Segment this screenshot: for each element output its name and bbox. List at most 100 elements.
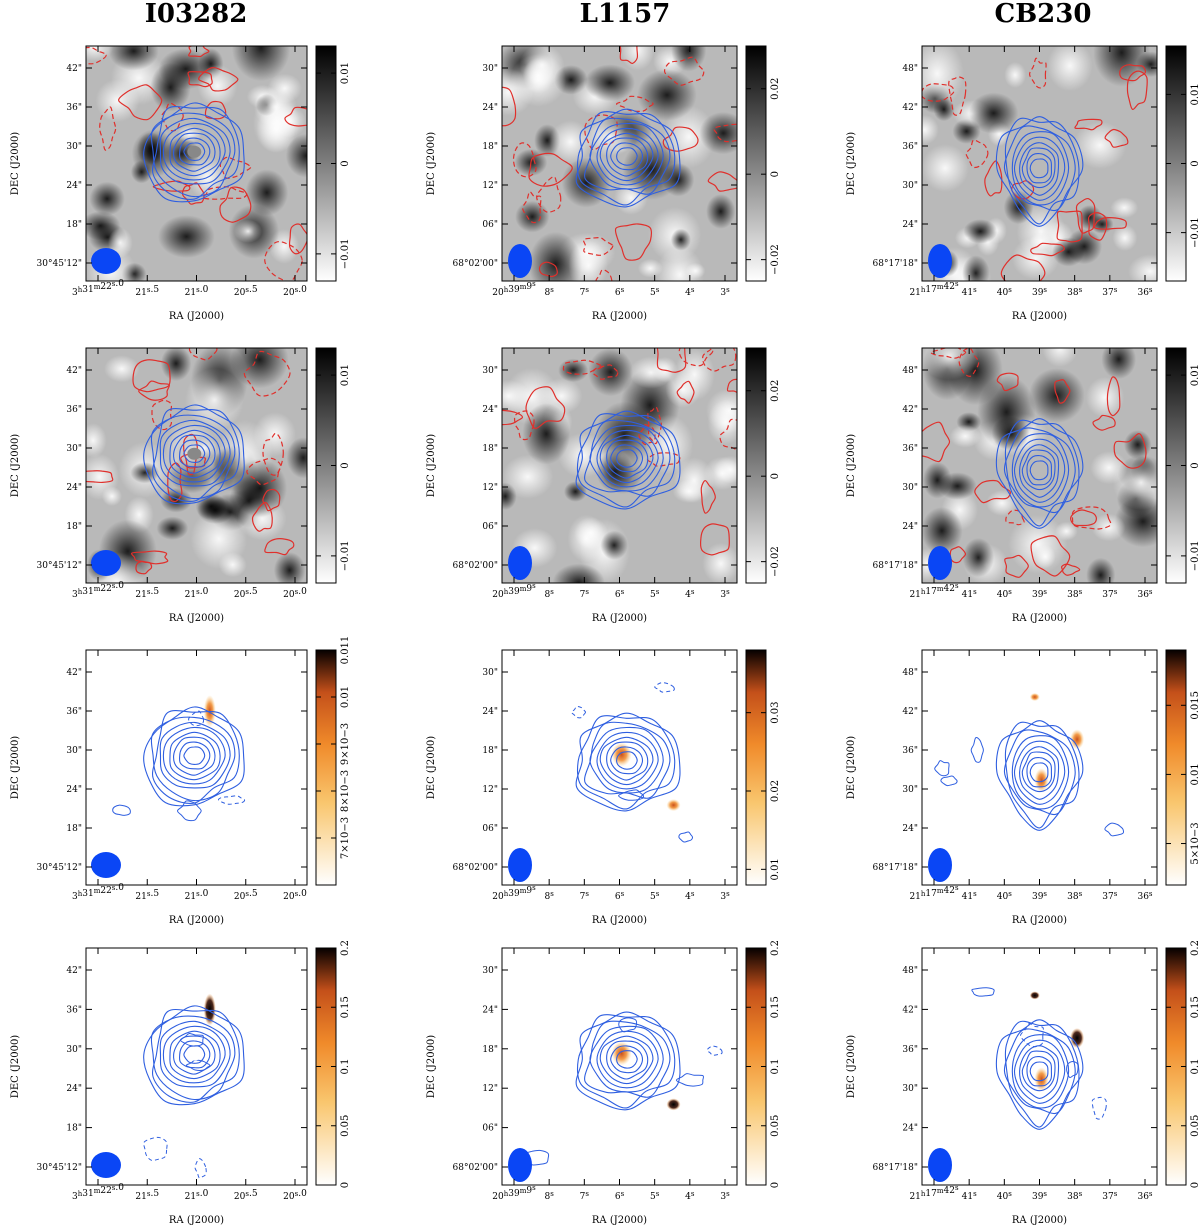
x-tick-label: 21h17m42s <box>909 884 959 902</box>
y-tick-label: 36" <box>902 1045 918 1055</box>
positive-contour <box>132 359 171 393</box>
source-contour <box>576 111 676 206</box>
x-tick-label: 37s <box>1102 588 1117 600</box>
contour-peak <box>187 749 202 762</box>
positive-contour <box>86 470 114 484</box>
source-contour <box>150 716 236 802</box>
x-tick-label: 20s.5 <box>234 1189 258 1202</box>
noise-blob <box>671 46 707 72</box>
noise-blob <box>670 228 691 251</box>
noise-blob <box>1086 557 1116 583</box>
colorbar-tick-label: 0.15 <box>1190 996 1200 1018</box>
colorbar-tick-label: 0.01 <box>1190 83 1200 105</box>
x-tick-label: 21s.5 <box>135 1189 159 1202</box>
x-tick-label: 4s <box>685 588 695 600</box>
colorbar-tick-label: 7×10−3 <box>340 817 351 859</box>
x-tick-label: 36s <box>1137 890 1152 902</box>
source-contour <box>596 429 659 488</box>
x-axis-label: RA (J2000) <box>169 613 224 624</box>
x-tick-label: 3h31m22s.0 <box>72 883 124 902</box>
y-tick-label: 36" <box>66 707 82 717</box>
noise-blob <box>629 356 673 389</box>
x-tick-label: 38s <box>1067 588 1082 600</box>
noise-blob <box>587 348 634 397</box>
positive-contour <box>662 126 699 152</box>
weak-contour <box>1020 1023 1044 1048</box>
source-contour <box>576 1014 676 1109</box>
noise-blob <box>510 53 567 107</box>
noise-blob <box>922 348 979 380</box>
column-title-l1157: L1157 <box>580 0 671 29</box>
noise-blob <box>502 379 531 412</box>
positive-contour <box>700 480 716 514</box>
noise-blob <box>922 114 939 145</box>
emission-spot <box>1070 729 1085 750</box>
positive-contour <box>284 106 307 127</box>
x-tick-label: 41s <box>962 890 977 902</box>
x-tick-label: 3h31m22s.0 <box>72 1183 124 1202</box>
positive-contour <box>996 372 1019 392</box>
source-contour <box>606 741 649 781</box>
colorbar-tick-label: 0.015 <box>1190 691 1200 720</box>
noise-blob <box>104 355 140 383</box>
panel-background <box>922 948 1157 1185</box>
negative-contour <box>922 83 955 102</box>
positive-contour <box>131 550 169 565</box>
noise-blob <box>502 454 554 499</box>
colorbar-tick-label: 0.011 <box>340 636 351 665</box>
x-tick-label: 6s <box>615 588 625 600</box>
noise-blob <box>922 46 964 108</box>
source-contour <box>610 1045 644 1074</box>
positive-contour <box>251 501 273 532</box>
source-contour <box>610 746 644 775</box>
y-tick-label: 68°02'00" <box>453 259 498 269</box>
positive-contour <box>198 66 239 92</box>
y-axis-label: DEC (J2000) <box>426 434 437 498</box>
negative-contour <box>584 114 618 151</box>
weak-contour <box>618 1017 638 1033</box>
negative-contour <box>188 348 218 361</box>
noise-blob <box>108 46 159 71</box>
source-contour <box>178 1040 211 1069</box>
noise-blob <box>1093 46 1151 87</box>
source-contour <box>173 132 216 172</box>
source-contour <box>183 444 206 463</box>
noise-blob <box>130 462 160 484</box>
x-tick-label: 5s <box>650 1190 660 1202</box>
x-tick-label: 3s <box>720 890 730 902</box>
source-contour <box>1019 444 1060 498</box>
y-tick-label: 30" <box>482 966 498 976</box>
colorbar-tick-label: 0.1 <box>1190 1059 1200 1075</box>
positive-contour <box>984 160 1003 197</box>
beam-ellipse <box>508 244 532 278</box>
source-contour <box>589 1025 664 1093</box>
negative-contour <box>264 241 303 281</box>
source-contour <box>610 444 644 473</box>
x-tick-label: 39s <box>1032 890 1047 902</box>
contour-peak <box>187 145 202 158</box>
negative-contour <box>1028 57 1047 89</box>
noise-blob <box>1034 544 1056 569</box>
source-contour <box>589 424 664 492</box>
positive-contour <box>264 538 295 556</box>
source-contour <box>1021 449 1056 491</box>
y-axis-label: DEC (J2000) <box>10 736 21 800</box>
positive-contour <box>676 380 695 404</box>
y-tick-label: 24" <box>66 1084 82 1094</box>
x-tick-label: 36s <box>1137 1190 1152 1202</box>
source-contour <box>1029 158 1049 179</box>
noise-blob <box>673 457 715 504</box>
source-contour <box>1013 438 1066 503</box>
emission-spot <box>666 1098 681 1111</box>
panel-r0-c1: 20h39m9s 8s 7s 6s 5s 4s 3s 68°02'00" 06" 12" 18" 24… <box>426 45 781 322</box>
y-tick-label: 18" <box>482 142 498 152</box>
noise-blob <box>89 181 125 216</box>
source-contour <box>1021 751 1056 793</box>
negative-contour <box>513 410 535 441</box>
positive-contour <box>619 46 639 65</box>
positive-contour <box>187 71 213 88</box>
source-contour <box>152 106 240 200</box>
negative-contour <box>638 424 656 446</box>
colorbar-tick-label: −0.01 <box>340 239 351 270</box>
y-tick-label: 06" <box>482 1124 498 1134</box>
